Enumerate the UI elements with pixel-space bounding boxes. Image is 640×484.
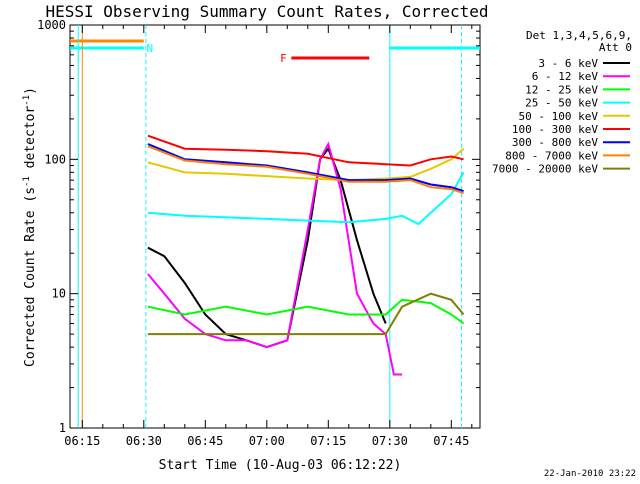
footer-date: 22-Jan-2010 23:22 xyxy=(544,469,636,479)
y-axis-label-part3: ) xyxy=(23,87,38,95)
y-axis-label-part1: Corrected Count Rate (s xyxy=(23,187,38,367)
chart-title: HESSI Observing Summary Count Rates, Cor… xyxy=(45,2,488,21)
y-axis-label-sup2: -1 xyxy=(22,95,32,106)
legend-header-line2: Att 0 xyxy=(599,41,632,54)
y-tick-label: 100 xyxy=(44,152,66,166)
legend-label: 50 - 100 keV xyxy=(519,110,599,123)
y-axis-label-part2: detector xyxy=(23,106,38,177)
y-axis-label: Corrected Count Rate (s-1 detector-1) xyxy=(22,87,38,367)
legend-label: 3 - 6 keV xyxy=(538,57,598,70)
x-tick-label: 07:30 xyxy=(372,434,408,448)
series-line-2 xyxy=(147,298,465,325)
series-line-7 xyxy=(147,145,464,195)
series-line-1 xyxy=(147,141,403,376)
y-axis-label-sup1: -1 xyxy=(22,176,32,187)
series-line-3 xyxy=(147,171,465,226)
x-tick-label: 07:15 xyxy=(310,434,346,448)
series-layer xyxy=(147,134,465,376)
x-tick-label: 06:30 xyxy=(126,434,162,448)
legend-label: 7000 - 20000 keV xyxy=(492,163,598,176)
legend-header-line1: Det 1,3,4,5,6,9, xyxy=(526,29,632,42)
legend-label: 100 - 300 keV xyxy=(512,123,598,136)
series-line-5 xyxy=(147,134,464,167)
y-tick-label: 1000 xyxy=(37,18,66,32)
x-axis: 06:15 06:30 06:45 07:00 07:15 07:30 07:45 xyxy=(64,25,473,448)
legend-label: 12 - 25 keV xyxy=(525,83,598,96)
y-axis: 1 10 100 1000 xyxy=(37,18,480,435)
x-axis-label: Start Time (10-Aug-03 06:12:22) xyxy=(159,458,402,473)
legend-label: 800 - 7000 keV xyxy=(505,149,598,162)
series-line-6 xyxy=(147,143,464,193)
legend-label: 6 - 12 keV xyxy=(532,70,599,83)
x-tick-label: 06:45 xyxy=(187,434,223,448)
flag-label: F xyxy=(280,52,287,65)
y-tick-label: 1 xyxy=(59,421,66,435)
x-tick-label: 07:00 xyxy=(249,434,285,448)
legend-label: 300 - 800 keV xyxy=(512,136,598,149)
flag-label: N xyxy=(146,42,153,55)
series-line-8 xyxy=(147,292,465,336)
legend-label: 25 - 50 keV xyxy=(525,97,598,110)
flags-layer: FN xyxy=(70,25,480,428)
plot-frame xyxy=(69,24,481,429)
x-tick-label: 07:45 xyxy=(433,434,469,448)
x-tick-label: 06:15 xyxy=(64,434,100,448)
plot-area: FN 06:15 06:30 06:45 07:00 07:15 07:30 07:45 1… xyxy=(37,18,481,448)
y-tick-label: 10 xyxy=(52,287,66,301)
